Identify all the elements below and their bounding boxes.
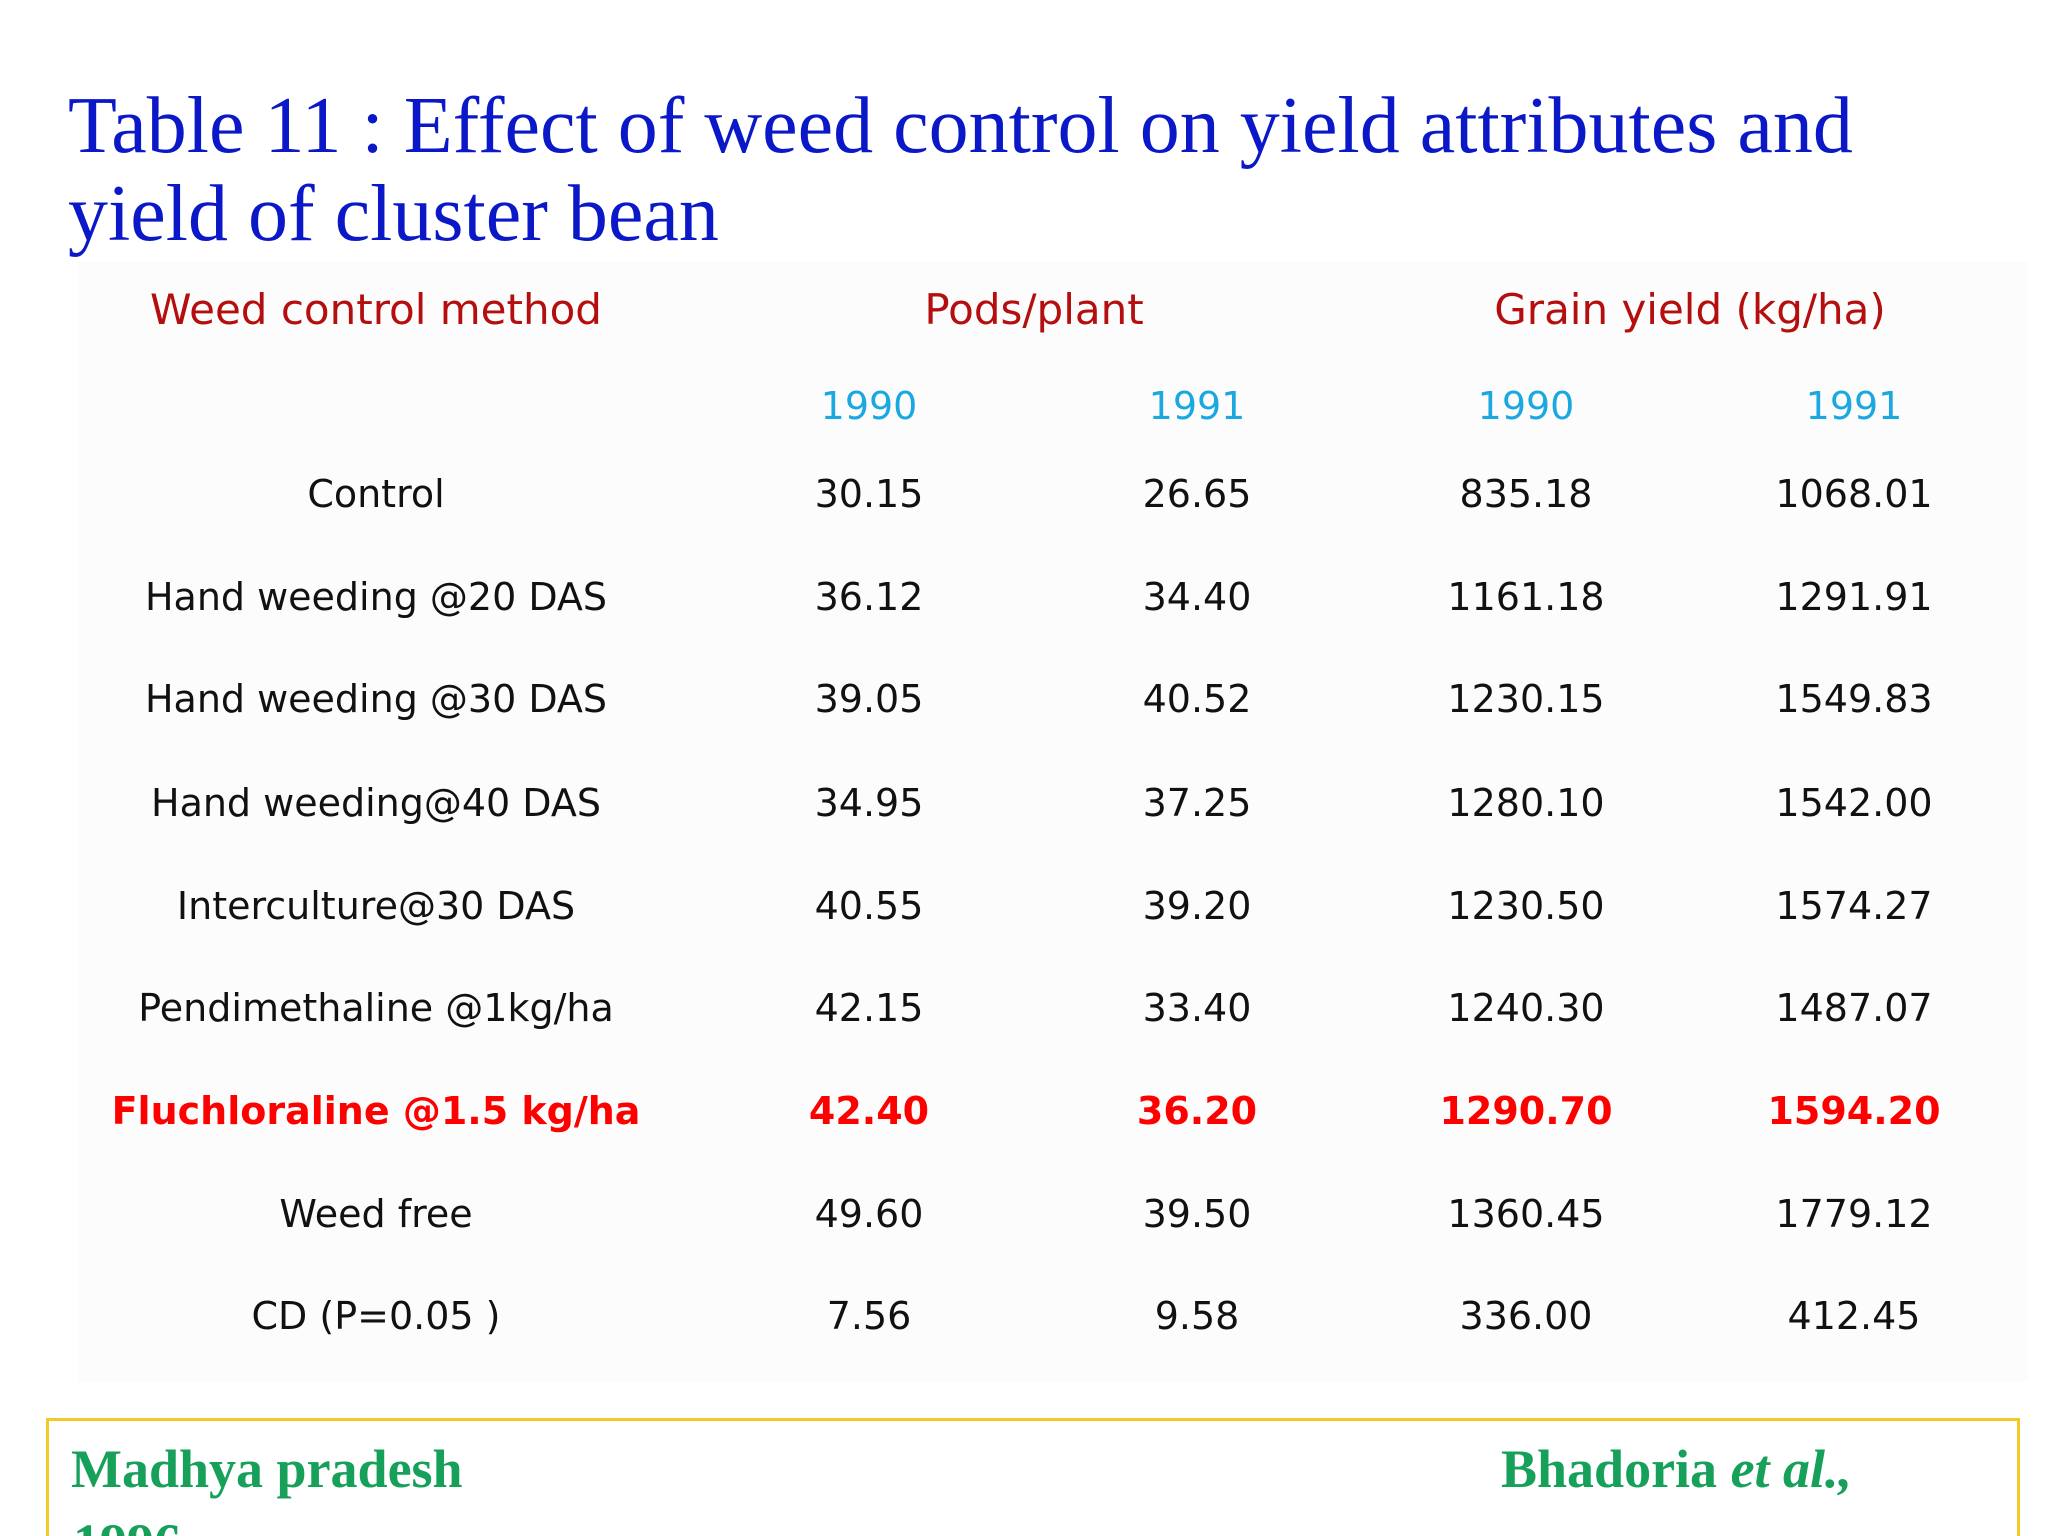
row-method-label: Hand weeding @20 DAS	[144, 575, 608, 619]
header-pods-per-plant: Pods/plant	[924, 285, 1144, 334]
table-cell: 1594.20	[1767, 1089, 1941, 1133]
table-cell: 39.50	[1142, 1192, 1252, 1236]
table-cell: 1230.15	[1447, 677, 1605, 721]
table-cell: 1487.07	[1775, 986, 1933, 1030]
table-cell: 39.20	[1142, 884, 1252, 928]
table-cell: 1291.91	[1775, 575, 1933, 619]
table-background	[78, 262, 2028, 1382]
citation-et-al: et al.,	[1730, 1439, 1853, 1499]
citation-author-name: Bhadoria	[1501, 1439, 1718, 1499]
table-cell: 42.40	[808, 1089, 930, 1133]
table-cell: 49.60	[814, 1192, 924, 1236]
citation-box: Madhya pradesh Bhadoria et al., 1996	[46, 1418, 2020, 1536]
table-cell: 1779.12	[1775, 1192, 1933, 1236]
row-method-label: Weed free	[279, 1192, 473, 1236]
table-cell: 36.20	[1136, 1089, 1258, 1133]
table-cell: 39.05	[814, 677, 924, 721]
citation-author: Bhadoria et al.,	[1501, 1439, 1852, 1499]
row-method-label: Hand weeding@40 DAS	[150, 781, 602, 825]
citation-location: Madhya pradesh	[71, 1439, 463, 1499]
row-method-label: Control	[307, 472, 445, 516]
row-method-label: Hand weeding @30 DAS	[144, 677, 608, 721]
table-cell: 1360.45	[1447, 1192, 1605, 1236]
year-grain-1990: 1990	[1477, 384, 1575, 428]
table-cell: 7.56	[826, 1294, 912, 1338]
table-cell: 1068.01	[1775, 472, 1933, 516]
title-line-1: Table 11 : Effect of weed control on yie…	[68, 82, 1853, 170]
row-method-label: Interculture@30 DAS	[176, 884, 576, 928]
row-method-label: Fluchloraline @1.5 kg/ha	[111, 1089, 641, 1133]
row-method-label: CD (P=0.05 )	[251, 1294, 501, 1338]
table-cell: 1161.18	[1447, 575, 1605, 619]
table-cell: 37.25	[1142, 781, 1252, 825]
table-cell: 835.18	[1459, 472, 1593, 516]
row-method-label: Pendimethaline @1kg/ha	[138, 986, 614, 1030]
year-grain-1991: 1991	[1805, 384, 1903, 428]
table-cell: 1549.83	[1775, 677, 1933, 721]
year-pods-1991: 1991	[1148, 384, 1246, 428]
table-cell: 33.40	[1142, 986, 1252, 1030]
table-cell: 26.65	[1142, 472, 1252, 516]
table-cell: 336.00	[1459, 1294, 1593, 1338]
table-cell: 40.55	[814, 884, 924, 928]
citation-year: 1996	[73, 1513, 181, 1536]
table-cell: 30.15	[814, 472, 924, 516]
table-cell: 34.95	[814, 781, 924, 825]
table-cell: 40.52	[1142, 677, 1252, 721]
table-cell: 412.45	[1787, 1294, 1921, 1338]
title-line-2: yield of cluster bean	[68, 170, 719, 258]
header-weed-control-method: Weed control method	[150, 285, 602, 334]
table-cell: 9.58	[1154, 1294, 1240, 1338]
table-cell: 1230.50	[1447, 884, 1605, 928]
table-cell: 1240.30	[1447, 986, 1605, 1030]
table-cell: 1542.00	[1775, 781, 1933, 825]
table-cell: 1574.27	[1775, 884, 1933, 928]
table-cell: 34.40	[1142, 575, 1252, 619]
slide-title: Table 11 : Effect of weed control on yie…	[68, 82, 1988, 258]
header-grain-yield: Grain yield (kg/ha)	[1494, 285, 1886, 334]
table-cell: 36.12	[814, 575, 924, 619]
table-cell: 42.15	[814, 986, 924, 1030]
table-cell: 1290.70	[1439, 1089, 1613, 1133]
year-pods-1990: 1990	[820, 384, 918, 428]
table-cell: 1280.10	[1447, 781, 1605, 825]
